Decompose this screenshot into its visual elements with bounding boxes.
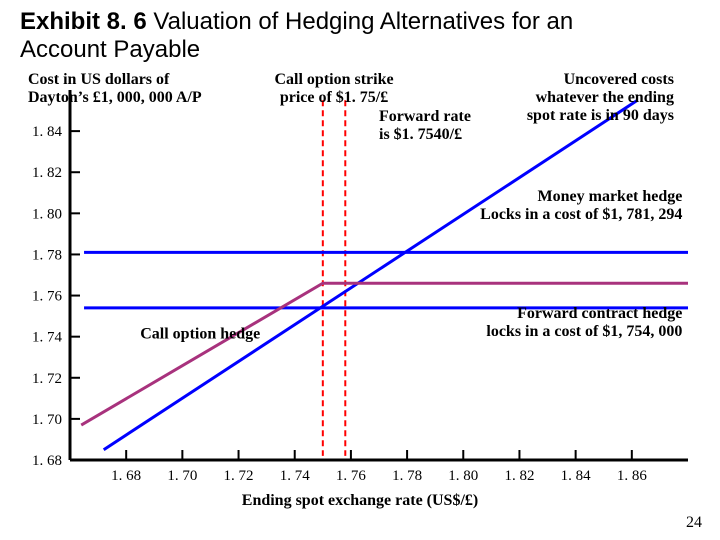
exhibit-title: Exhibit 8. 6 Valuation of Hedging Altern… bbox=[20, 8, 660, 63]
annot-uncov-3: spot rate is in 90 days bbox=[527, 107, 674, 124]
y-tick-label: 1. 76 bbox=[32, 289, 63, 305]
x-tick-label: 1. 76 bbox=[336, 468, 367, 484]
x-tick-label: 1. 86 bbox=[617, 468, 648, 484]
annot-uncov-1: Uncovered costs bbox=[564, 71, 674, 88]
chart-svg: 1. 68 1. 70 1. 72 1. 74 1. 76 1. 78 1. 80 1. 82… bbox=[20, 90, 700, 490]
annot-uncov-2: whatever the ending bbox=[536, 89, 674, 106]
y-tick-label: 1. 78 bbox=[32, 247, 62, 263]
y-tick-label: 1. 80 bbox=[32, 206, 62, 222]
y-axis-label-1: Cost in US dollars of bbox=[28, 71, 170, 88]
y-axis-label-2: Dayton’s £1, 000, 000 A/P bbox=[28, 89, 202, 106]
y-tick-label: 1. 72 bbox=[32, 371, 62, 387]
annot-fwdrate-1: Forward rate bbox=[379, 108, 471, 125]
y-tick-label: 1. 74 bbox=[32, 330, 63, 346]
x-axis-title: Ending spot exchange rate (US$/£) bbox=[20, 492, 700, 510]
exhibit-number: Exhibit 8. 6 bbox=[20, 8, 147, 35]
annot-fwd-2: locks in a cost of $1, 754, 000 bbox=[486, 323, 682, 340]
x-tick-label: 1. 74 bbox=[280, 468, 311, 484]
annot-mm-1: Money market hedge bbox=[538, 188, 683, 205]
y-tick-label: 1. 68 bbox=[32, 453, 62, 469]
y-tick-label: 1. 84 bbox=[32, 124, 63, 140]
y-tick-label: 1. 82 bbox=[32, 165, 62, 181]
x-tick-label: 1. 78 bbox=[392, 468, 422, 484]
annot-strike-2: price of $1. 75/£ bbox=[280, 89, 388, 106]
page-number: 24 bbox=[686, 514, 702, 532]
annot-mm-2: Locks in a cost of $1, 781, 294 bbox=[480, 206, 682, 223]
x-tick-label: 1. 70 bbox=[167, 468, 197, 484]
x-tick-label: 1. 68 bbox=[111, 468, 141, 484]
x-tick-label: 1. 80 bbox=[448, 468, 478, 484]
annot-fwdrate-2: is $1. 7540/£ bbox=[379, 126, 462, 143]
uncovered-line bbox=[104, 100, 638, 449]
x-tick-label: 1. 82 bbox=[504, 468, 534, 484]
annot-call-hedge: Call option hedge bbox=[140, 326, 260, 343]
x-tick-label: 1. 72 bbox=[224, 468, 254, 484]
y-tick-label: 1. 70 bbox=[32, 412, 62, 428]
hedging-chart: 1. 68 1. 70 1. 72 1. 74 1. 76 1. 78 1. 80 1. 82… bbox=[20, 90, 700, 510]
annot-strike-1: Call option strike bbox=[274, 71, 393, 88]
x-tick-label: 1. 84 bbox=[561, 468, 592, 484]
annot-fwd-1: Forward contract hedge bbox=[517, 305, 682, 322]
